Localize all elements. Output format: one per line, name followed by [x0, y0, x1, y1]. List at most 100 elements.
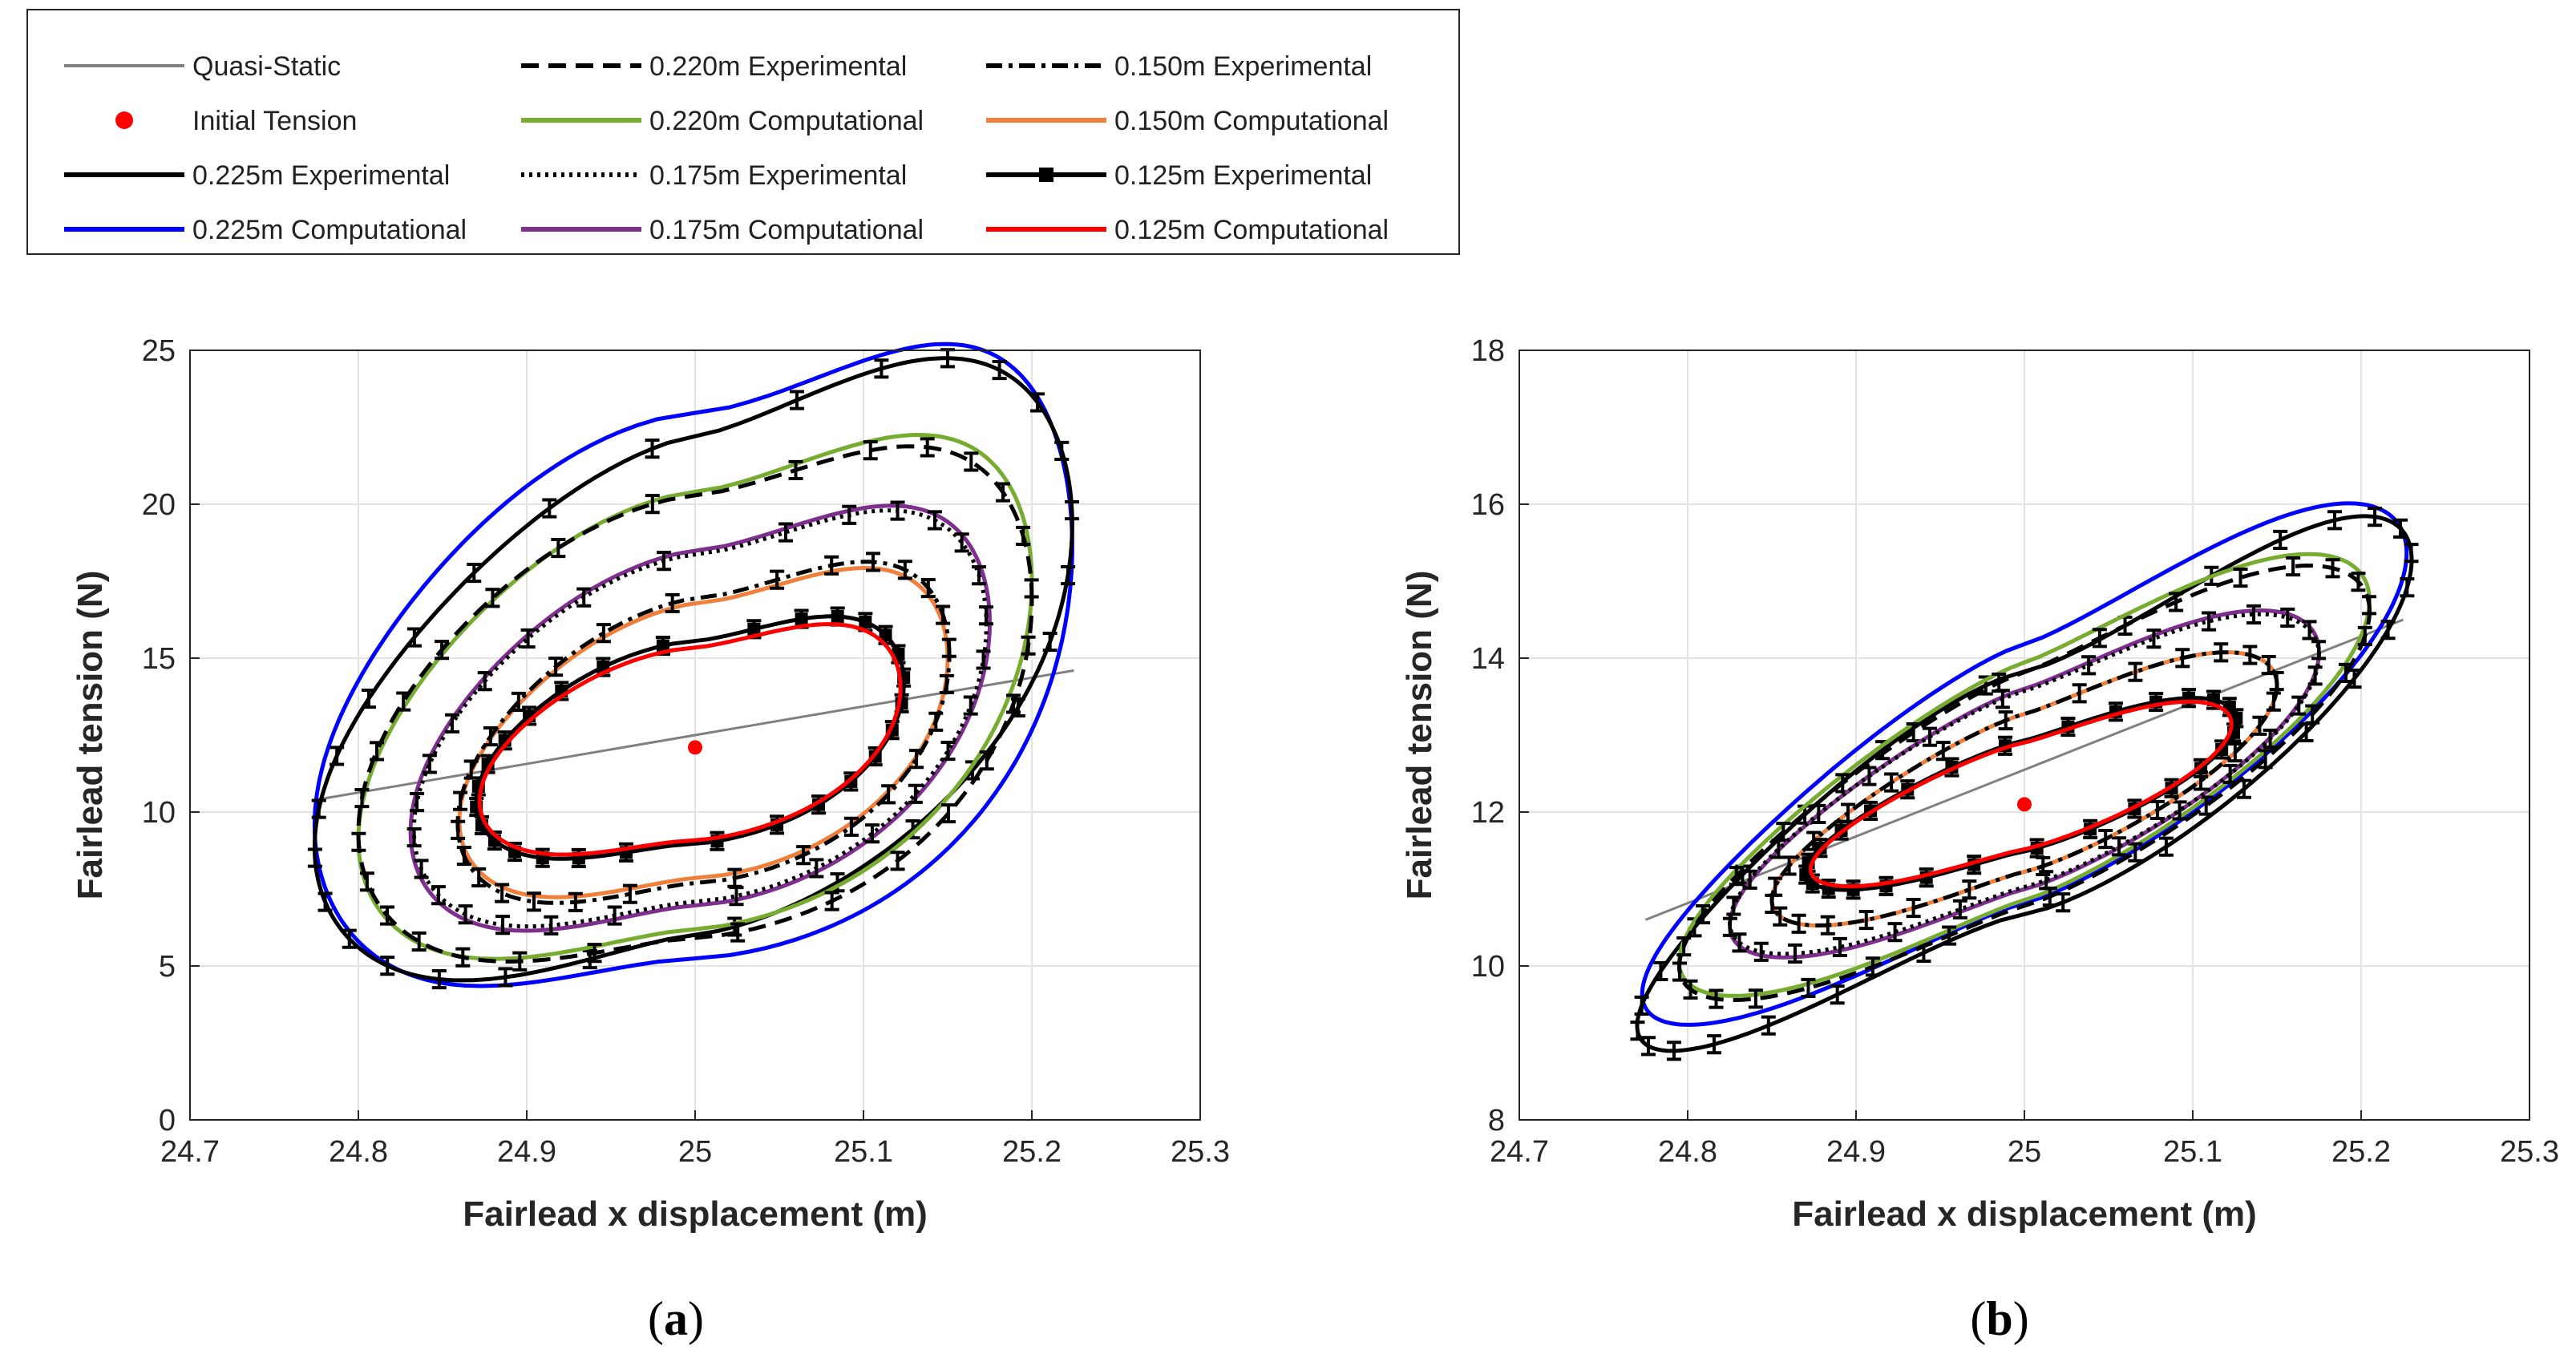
- errorbar: [727, 867, 742, 888]
- errorbar: [2351, 572, 2366, 592]
- errorbar: [2072, 683, 2087, 704]
- errorbar: [359, 871, 374, 892]
- errorbar: [963, 695, 978, 716]
- errorbar: [2098, 829, 2113, 850]
- legend-label-e125: 0.125m Experimental: [1114, 160, 1372, 191]
- errorbar: [406, 627, 422, 648]
- errorbar: [2149, 799, 2165, 821]
- errorbar: [1054, 440, 1070, 462]
- errorbar: [730, 922, 746, 943]
- errorbar: [864, 823, 880, 844]
- marker: [831, 610, 844, 624]
- panel-label-b: (b): [1970, 1292, 2028, 1345]
- x-tick-label: 24.9: [497, 1135, 556, 1169]
- errorbar: [2175, 648, 2190, 669]
- errorbar: [1832, 936, 1847, 957]
- legend-label-e150: 0.150m Experimental: [1114, 51, 1372, 82]
- errorbar: [645, 494, 660, 515]
- errorbar: [890, 851, 905, 871]
- errorbar: [2357, 625, 2372, 646]
- errorbar: [1696, 904, 1711, 925]
- errorbar: [2227, 742, 2242, 763]
- errorbar: [972, 565, 987, 586]
- errorbar: [1024, 578, 1039, 599]
- errorbar: [456, 845, 471, 867]
- errorbar: [2404, 543, 2419, 564]
- errorbar: [920, 437, 935, 458]
- errorbar: [467, 562, 482, 584]
- errorbar: [495, 915, 511, 936]
- errorbar: [978, 605, 993, 626]
- errorbar: [1862, 766, 1877, 786]
- errorbar: [2400, 577, 2415, 598]
- errorbar: [330, 746, 345, 766]
- errorbar: [2311, 640, 2327, 661]
- errorbar: [1865, 956, 1880, 977]
- errorbar: [940, 740, 956, 762]
- errorbar: [2146, 628, 2161, 649]
- errorbar: [2368, 507, 2383, 527]
- x-axis-label: Fairlead x displacement (m): [463, 1194, 928, 1234]
- errorbar: [512, 951, 528, 972]
- errorbar: [2202, 611, 2217, 632]
- errorbar: [361, 689, 376, 709]
- errorbar: [940, 803, 956, 824]
- errorbar: [431, 885, 446, 906]
- errorbar: [890, 500, 905, 521]
- legend: Quasi-Static Initial Tension 0.225m Experi…: [26, 9, 1460, 255]
- errorbar: [645, 438, 660, 459]
- y-tick-label: 10: [1471, 950, 1505, 984]
- errorbar: [1021, 635, 1036, 656]
- errorbar: [1781, 855, 1797, 876]
- errorbar: [1729, 866, 1744, 887]
- errorbar: [1666, 1041, 1681, 1061]
- errorbar: [622, 883, 637, 904]
- errorbar: [824, 555, 839, 576]
- errorbar: [458, 904, 473, 925]
- x-axis-label: Fairlead x displacement (m): [1792, 1194, 2257, 1234]
- series-e220: [356, 444, 1034, 964]
- errorbar: [411, 931, 427, 952]
- errorbar: [1765, 893, 1780, 915]
- errorbar: [2246, 604, 2262, 624]
- errorbar: [1640, 1036, 1656, 1057]
- x-tick-label: 24.8: [1658, 1135, 1717, 1169]
- errorbar: [2222, 763, 2238, 785]
- errorbar: [1942, 925, 1957, 946]
- errorbar: [2302, 620, 2317, 641]
- errorbar: [477, 671, 492, 692]
- y-tick-label: 12: [1471, 796, 1505, 830]
- errorbar: [576, 587, 592, 608]
- y-tick-label: 18: [1471, 334, 1505, 368]
- panel-label-a: (a): [648, 1292, 704, 1345]
- legend-label-e175: 0.175m Experimental: [649, 160, 907, 191]
- errorbar: [778, 522, 793, 543]
- series-e225: [312, 356, 1074, 983]
- errorbar: [2325, 558, 2340, 579]
- errorbar: [2242, 645, 2258, 665]
- errorbar: [1064, 499, 1079, 521]
- chart-panel-b: 24.7 24.8 24.9 25 25.1 25.2 25.3 8 10 12 14 16 18 Fai…: [1400, 334, 2559, 1234]
- errorbar: [1726, 895, 1741, 916]
- errorbar: [842, 504, 857, 525]
- x-tick-label: 25.2: [1002, 1135, 1062, 1169]
- errorbar: [2172, 800, 2187, 821]
- errorbar: [954, 532, 969, 553]
- errorbar: [445, 713, 460, 734]
- errorbar: [485, 588, 500, 608]
- errorbar: [996, 482, 1011, 503]
- y-tick-label: 16: [1471, 488, 1505, 522]
- errorbar: [788, 459, 803, 480]
- errorbar: [1887, 922, 1903, 943]
- errorbar: [881, 784, 896, 805]
- errorbar: [2393, 518, 2408, 539]
- errorbar: [2252, 715, 2267, 736]
- errorbar: [2128, 842, 2143, 863]
- errorbar: [2112, 836, 2127, 857]
- errorbar: [927, 510, 942, 531]
- errorbar: [1787, 943, 1802, 964]
- errorbar: [453, 790, 468, 811]
- errorbar: [1906, 898, 1921, 919]
- errorbar: [843, 816, 859, 837]
